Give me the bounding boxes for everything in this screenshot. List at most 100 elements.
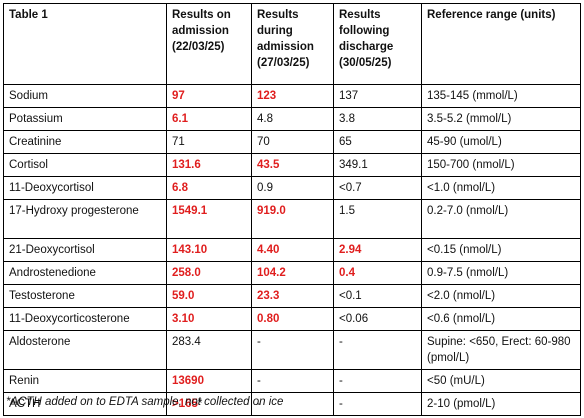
discharge-value-cell: 0.4: [333, 261, 422, 285]
discharge-value-text: -: [339, 398, 343, 410]
during-value-text: 104.2: [257, 267, 286, 279]
reference-range-cell: <0.15 (nmol/L): [421, 238, 581, 262]
reference-range-cell: <50 (mU/L): [421, 369, 581, 393]
discharge-value-text: -: [339, 375, 343, 387]
during-value-text: 123: [257, 90, 277, 102]
discharge-value-cell: 65: [333, 130, 422, 154]
during-value-text: 0.9: [257, 182, 273, 194]
admission-value-cell: 97: [166, 84, 252, 108]
table-row: 17-Hydroxy progesterone 1549.1 919.0 1.5 0.2…: [3, 199, 581, 239]
admission-value-cell: 71: [166, 130, 252, 154]
analyte-cell: 11-Deoxycorticosterone: [3, 307, 167, 331]
during-value-text: 43.5: [257, 159, 280, 171]
admission-value-text: 258.0: [172, 267, 201, 279]
during-value-cell: 23.3: [251, 284, 334, 308]
during-value-cell: 919.0: [251, 199, 334, 239]
analyte-cell: Creatinine: [3, 130, 167, 154]
reference-range-text: 0.2-7.0 (nmol/L): [427, 205, 509, 217]
discharge-value-text: 1.5: [339, 205, 355, 217]
during-value-text: -: [257, 336, 261, 348]
discharge-value-text: <0.06: [339, 313, 369, 325]
discharge-value-cell: 1.5: [333, 199, 422, 239]
reference-range-cell: <1.0 (nmol/L): [421, 176, 581, 200]
admission-value-cell: 258.0: [166, 261, 252, 285]
table-header-row: Table 1 Results on admission (22/03/25) …: [3, 3, 581, 85]
admission-value-text: 59.0: [172, 290, 195, 302]
reference-range-cell: <0.6 (nmol/L): [421, 307, 581, 331]
reference-range-cell: 3.5-5.2 (mmol/L): [421, 107, 581, 131]
discharge-value-cell: -: [333, 392, 422, 416]
analyte-text: 21-Deoxycortisol: [9, 244, 95, 256]
admission-value-cell: 1549.1: [166, 199, 252, 239]
during-value-cell: 123: [251, 84, 334, 108]
analyte-cell: 21-Deoxycortisol: [3, 238, 167, 262]
analyte-text: Androstenedione: [9, 267, 96, 279]
during-value-text: 23.3: [257, 290, 280, 302]
results-table: Table 1 Results on admission (22/03/25) …: [3, 3, 581, 416]
analyte-cell: ACTH: [3, 392, 167, 416]
reference-range-text: Supine: <650, Erect: 60-980 (pmol/L): [427, 336, 571, 364]
admission-value-cell: 143.10: [166, 238, 252, 262]
reference-range-text: 0.9-7.5 (nmol/L): [427, 267, 509, 279]
during-value-cell: 104.2: [251, 261, 334, 285]
admission-value-cell: 283.4: [166, 330, 252, 370]
analyte-text: Cortisol: [9, 159, 48, 171]
admission-value-cell: 6.1: [166, 107, 252, 131]
reference-range-text: <0.6 (nmol/L): [427, 313, 496, 325]
admission-value-text: 6.1: [172, 113, 188, 125]
admission-value-cell: >165*: [166, 392, 252, 416]
reference-range-text: <0.15 (nmol/L): [427, 244, 502, 256]
reference-range-text: 150-700 (nmol/L): [427, 159, 515, 171]
discharge-value-cell: 2.94: [333, 238, 422, 262]
discharge-value-text: -: [339, 336, 343, 348]
discharge-value-cell: 137: [333, 84, 422, 108]
during-value-cell: 0.9: [251, 176, 334, 200]
discharge-value-text: 2.94: [339, 244, 362, 256]
discharge-value-cell: <0.7: [333, 176, 422, 200]
admission-value-text: 97: [172, 90, 185, 102]
during-value-text: 4.8: [257, 113, 273, 125]
admission-value-cell: 131.6: [166, 153, 252, 177]
analyte-cell: Potassium: [3, 107, 167, 131]
analyte-cell: Renin: [3, 369, 167, 393]
during-value-text: 0.80: [257, 313, 280, 325]
during-value-cell: 0.80: [251, 307, 334, 331]
analyte-text: Potassium: [9, 113, 63, 125]
reference-range-cell: 45-90 (umol/L): [421, 130, 581, 154]
reference-range-text: <1.0 (nmol/L): [427, 182, 496, 194]
discharge-value-text: 137: [339, 90, 359, 102]
reference-range-cell: 2-10 (pmol/L): [421, 392, 581, 416]
during-value-cell: 70: [251, 130, 334, 154]
admission-value-text: 1549.1: [172, 205, 208, 217]
during-value-cell: -: [251, 392, 334, 416]
reference-range-text: <50 (mU/L): [427, 375, 485, 387]
table-row: 11-Deoxycortisol 6.8 0.9 <0.7 <1.0 (nmol/L): [3, 176, 581, 200]
analyte-cell: 17-Hydroxy progesterone: [3, 199, 167, 239]
during-value-text: 70: [257, 136, 270, 148]
during-value-text: 919.0: [257, 205, 286, 217]
discharge-value-text: <0.1: [339, 290, 362, 302]
discharge-value-cell: -: [333, 330, 422, 370]
admission-value-text: >165: [172, 398, 198, 410]
discharge-value-text: <0.7: [339, 182, 362, 194]
table-row: 11-Deoxycorticosterone 3.10 0.80 <0.06 <0.6 …: [3, 307, 581, 331]
table-row: Testosterone 59.0 23.3 <0.1 <2.0 (nmol/L): [3, 284, 581, 308]
discharge-value-cell: 3.8: [333, 107, 422, 131]
discharge-value-cell: <0.06: [333, 307, 422, 331]
admission-value-text: 283.4: [172, 336, 201, 348]
admission-value-text: 131.6: [172, 159, 201, 171]
reference-range-text: 3.5-5.2 (mmol/L): [427, 113, 512, 125]
analyte-text: Testosterone: [9, 290, 75, 302]
header-cell-during: Results during admission (27/03/25): [251, 3, 334, 85]
reference-range-text: 45-90 (umol/L): [427, 136, 502, 148]
during-value-cell: 4.40: [251, 238, 334, 262]
analyte-text: 17-Hydroxy progesterone: [9, 205, 139, 217]
admission-value-text: 143.10: [172, 244, 208, 256]
analyte-cell: Cortisol: [3, 153, 167, 177]
admission-value-text: 3.10: [172, 313, 195, 325]
header-cell-admission: Results on admission (22/03/25): [166, 3, 252, 85]
header-cell-discharge: Results following discharge (30/05/25): [333, 3, 422, 85]
during-value-cell: 43.5: [251, 153, 334, 177]
reference-range-cell: 0.9-7.5 (nmol/L): [421, 261, 581, 285]
analyte-text: Sodium: [9, 90, 48, 102]
